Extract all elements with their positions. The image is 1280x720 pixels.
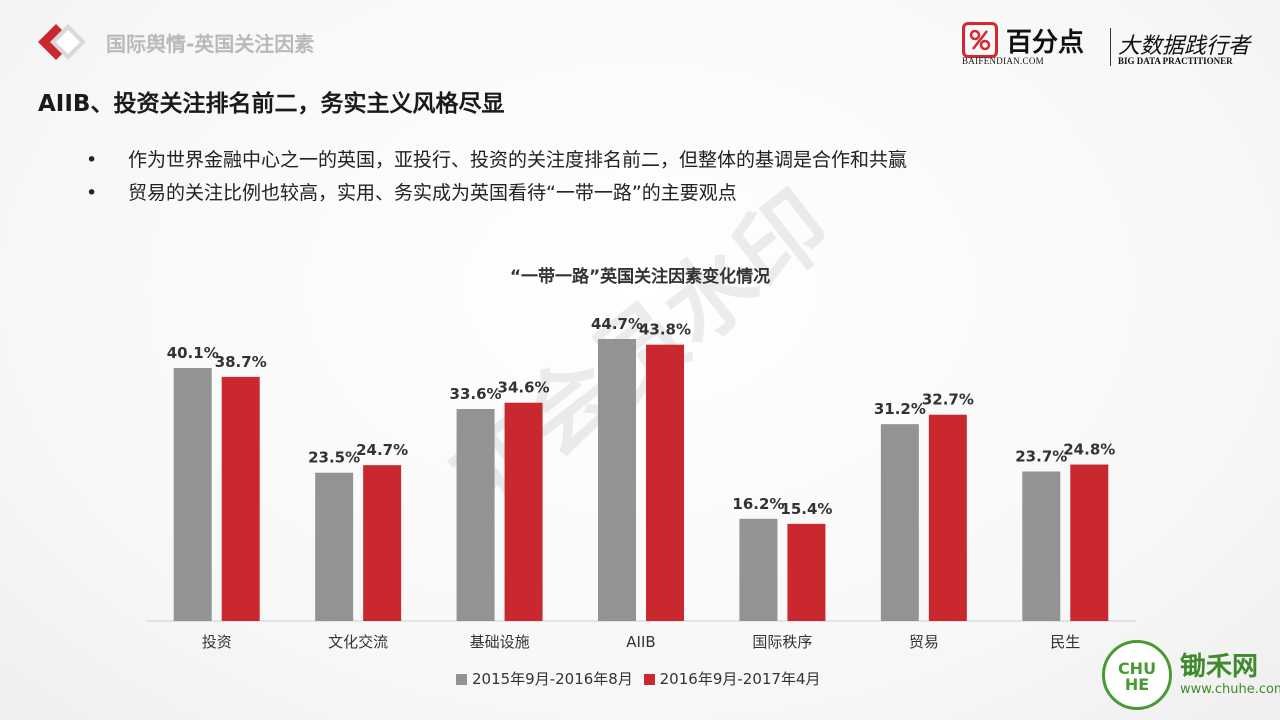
bar: [598, 339, 636, 621]
legend-swatch: [643, 674, 655, 685]
bullet-dot: •: [86, 182, 98, 204]
bar: [315, 472, 354, 621]
data-label: 38.7%: [215, 353, 267, 371]
data-label: 43.8%: [639, 321, 691, 339]
legend-label: 2015年9月-2016年8月: [472, 670, 633, 688]
data-label: 33.6%: [450, 385, 502, 403]
bullet-dot: •: [86, 149, 98, 171]
bar: [1022, 471, 1061, 621]
category-tick-label: 投资: [202, 633, 232, 651]
bar-chart: 40.1%38.7% 投资 23.5%24.7% 文化交流 33.6%34.6% 基础设施…: [146, 315, 1136, 651]
bullet-item: • 贸易的关注比例也较高，实用、务实成为英国看待“一带一路”的主要观点: [86, 177, 1186, 210]
bar: [1070, 464, 1109, 621]
bar: [787, 523, 826, 621]
bar: [880, 424, 919, 621]
brand-divider: [1110, 28, 1111, 66]
legend-label: 2016年9月-2017年4月: [659, 670, 821, 688]
data-label: 34.6%: [498, 379, 550, 397]
brand-logo: 百分点 BAIFENDIAN.COM 大数据践行者 BIG DATA PRACT…: [962, 22, 1252, 70]
percent-icon: [962, 22, 998, 58]
section-title: 国际舆情-英国关注因素: [106, 32, 315, 56]
header-bar: 国际舆情-英国关注因素 百分点 BAIFENDIAN.COM 大数据践行者 BI…: [0, 0, 1280, 80]
bar: [928, 414, 967, 621]
data-label: 32.7%: [922, 391, 974, 409]
data-label: 23.7%: [1015, 447, 1067, 465]
data-label: 15.4%: [780, 500, 832, 518]
brand-diamond-icon: [38, 24, 86, 60]
legend-item: 2015年9月-2016年8月: [456, 668, 633, 689]
category-tick-label: 贸易: [909, 633, 939, 651]
bar: [221, 376, 260, 621]
data-label: 16.2%: [732, 495, 784, 513]
bar: [739, 518, 778, 621]
brand-name: 百分点: [1006, 28, 1085, 58]
data-label: 40.1%: [167, 344, 219, 362]
chart-title: “一带一路”英国关注因素变化情况: [509, 267, 771, 287]
bar: [504, 402, 543, 621]
category-tick-label: AIIB: [626, 633, 655, 651]
page-headline: AIIB、投资关注排名前二，务实主义风格尽显: [38, 91, 505, 117]
bar: [173, 368, 212, 621]
legend-swatch: [456, 674, 467, 685]
category-tick-label: 国际秩序: [752, 633, 812, 651]
bullet-text: 作为世界金融中心之一的英国，亚投行、投资的关注度排名前二，但整体的基调是合作和共…: [128, 149, 908, 171]
data-label: 31.2%: [874, 400, 926, 418]
bar: [456, 409, 495, 621]
chuhe-badge-icon: CHU HE: [1102, 640, 1172, 710]
data-label: 24.8%: [1063, 441, 1115, 459]
data-label: 44.7%: [591, 315, 643, 333]
brand-slogan: 大数据践行者: [1118, 34, 1251, 59]
data-label: 23.5%: [308, 449, 360, 467]
bar: [646, 344, 684, 621]
bullet-text: 贸易的关注比例也较高，实用、务实成为英国看待“一带一路”的主要观点: [128, 182, 737, 204]
legend-item: 2016年9月-2017年4月: [643, 668, 821, 689]
category-tick-label: 基础设施: [470, 633, 530, 651]
chart-legend: 2015年9月-2016年8月 2016年9月-2017年4月: [456, 668, 827, 688]
brand-slogan-en: BIG DATA PRACTITIONER: [1118, 56, 1233, 66]
category-tick-label: 文化交流: [328, 633, 388, 651]
chuhe-logo: CHU HE 锄禾网 www.chuhe.com: [1102, 640, 1280, 712]
bullet-list: • 作为世界金融中心之一的英国，亚投行、投资的关注度排名前二，但整体的基调是合作…: [86, 144, 1186, 210]
bar: [363, 465, 402, 621]
chuhe-badge-text: CHU HE: [1117, 659, 1157, 694]
chuhe-name: 锄禾网: [1180, 652, 1259, 682]
category-tick-label: 民生: [1050, 633, 1080, 651]
data-label: 24.7%: [356, 441, 408, 459]
bullet-item: • 作为世界金融中心之一的英国，亚投行、投资的关注度排名前二，但整体的基调是合作…: [86, 144, 1186, 177]
brand-url: BAIFENDIAN.COM: [962, 56, 1044, 66]
chuhe-url: www.chuhe.com: [1180, 682, 1280, 697]
